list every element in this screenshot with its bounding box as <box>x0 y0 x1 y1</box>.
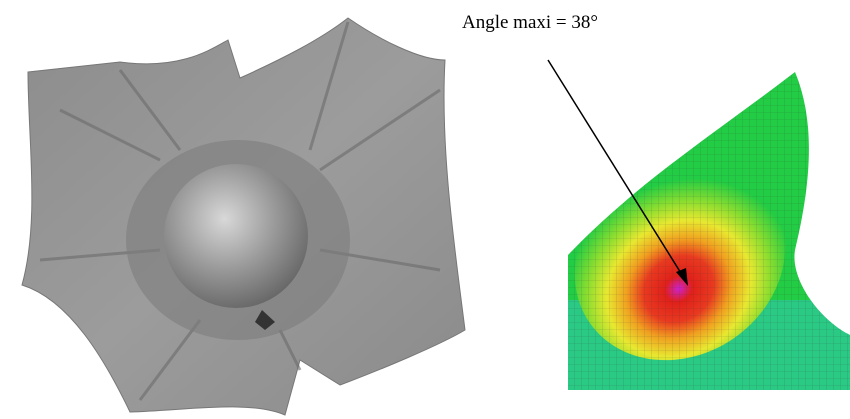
draped-fabric-render <box>22 18 465 415</box>
annotation: Angle maxi = 38° <box>462 12 598 33</box>
figure: Angle maxi = 38° <box>0 0 850 419</box>
mesh-colour-map <box>535 60 850 401</box>
